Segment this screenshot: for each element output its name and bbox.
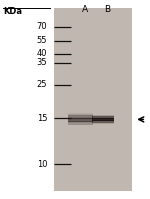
Bar xyxy=(68,121,93,122)
Bar xyxy=(92,118,114,119)
Bar xyxy=(92,123,114,124)
Bar xyxy=(54,8,132,191)
Text: 10: 10 xyxy=(37,160,47,169)
Bar xyxy=(68,118,93,119)
Bar xyxy=(68,118,93,119)
Bar xyxy=(68,119,93,120)
Bar xyxy=(92,117,114,118)
Text: A: A xyxy=(82,5,88,14)
Bar xyxy=(92,115,114,116)
Bar xyxy=(92,121,114,122)
Bar xyxy=(68,123,93,124)
Bar xyxy=(92,122,114,123)
Bar xyxy=(92,120,114,121)
Bar xyxy=(92,116,114,117)
Text: 25: 25 xyxy=(37,80,47,89)
Bar xyxy=(68,120,93,121)
Bar xyxy=(68,113,93,114)
Bar xyxy=(68,115,93,116)
Bar xyxy=(68,116,93,117)
Bar xyxy=(68,115,93,116)
Bar xyxy=(92,116,114,117)
Bar xyxy=(68,124,93,125)
Bar xyxy=(68,121,93,122)
Bar xyxy=(68,124,93,125)
Bar xyxy=(92,120,114,121)
Text: 15: 15 xyxy=(37,114,47,123)
Text: 70: 70 xyxy=(37,22,47,31)
Text: 35: 35 xyxy=(37,58,47,67)
Bar xyxy=(68,114,93,115)
Text: KDa: KDa xyxy=(3,7,22,16)
Text: B: B xyxy=(104,5,110,14)
Bar xyxy=(68,117,93,118)
Bar xyxy=(92,118,114,119)
Bar xyxy=(92,122,114,123)
Text: 55: 55 xyxy=(37,36,47,45)
Text: 40: 40 xyxy=(37,49,47,58)
Bar xyxy=(68,122,93,123)
Bar xyxy=(92,119,114,120)
Bar xyxy=(92,123,114,124)
